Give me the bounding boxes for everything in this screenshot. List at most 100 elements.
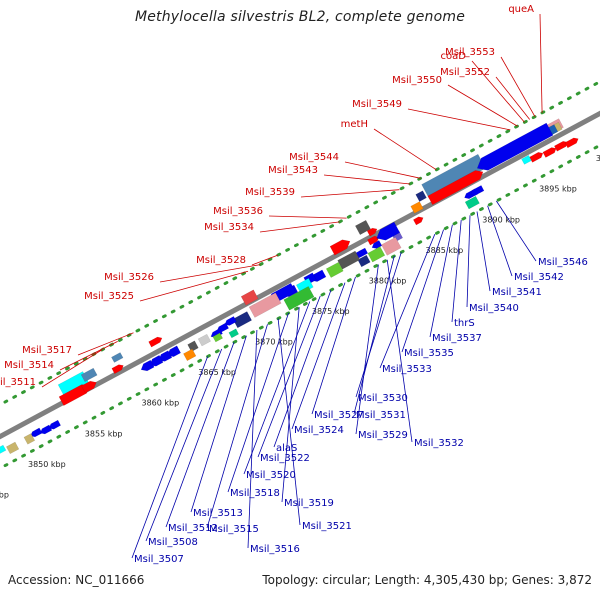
gene-feature-55 <box>111 364 124 375</box>
gene-feature-64 <box>5 441 20 455</box>
gene-label-msil_3508: Msil_3508 <box>148 537 198 548</box>
gene-label-msil_3528: Msil_3528 <box>196 255 246 266</box>
dotted-tracks <box>0 79 600 471</box>
leader-line <box>59 341 118 371</box>
gene-feature-26 <box>381 236 402 256</box>
gene-label-coad: coaD <box>441 51 467 62</box>
gene-feature-52 <box>140 359 155 372</box>
gene-label-meth: metH <box>341 119 368 130</box>
gene-label-msil_3517: Msil_3517 <box>22 345 72 356</box>
gene-feature-40 <box>240 289 259 306</box>
leader-line <box>41 349 103 388</box>
gene-label-msil_3521: Msil_3521 <box>302 521 352 532</box>
gene-label-msil_3512: Msil_3512 <box>168 523 218 534</box>
gene-label-msil_3519: Msil_3519 <box>284 498 334 509</box>
dotted-track-upper <box>0 79 600 407</box>
gene-feature-59 <box>81 380 97 394</box>
gene-label-msil_3513: Msil_3513 <box>193 508 243 519</box>
leader-line <box>407 108 511 131</box>
leader-line <box>281 307 300 503</box>
gene-label-msil_3541: Msil_3541 <box>492 287 542 298</box>
gene-feature-31 <box>325 261 344 278</box>
gene-feature-4 <box>529 152 544 163</box>
leader-line <box>139 270 249 302</box>
gene-label-msil_3546: Msil_3546 <box>538 257 588 268</box>
gene-label-msil_3515: Msil_3515 <box>209 524 259 535</box>
gene-label-msil_3516: Msil_3516 <box>250 544 300 555</box>
gene-feature-29 <box>357 254 371 268</box>
gene-feature-10 <box>427 170 484 206</box>
gene-label-quea: queA <box>508 4 534 15</box>
gene-label-msil_3533: Msil_3533 <box>382 364 432 375</box>
leader-line <box>471 60 525 123</box>
tick-label: 3850 kbp <box>28 460 66 469</box>
gene-feature-50 <box>158 350 173 362</box>
gene-label-msil_3532: Msil_3532 <box>414 438 464 449</box>
leader-line <box>159 264 261 283</box>
gene-label-msil_3529: Msil_3529 <box>358 430 408 441</box>
gene-feature-48 <box>183 348 197 362</box>
gene-label-msil_3536: Msil_3536 <box>213 206 263 217</box>
tick-label: 3860 kbp <box>142 399 180 408</box>
gene-feature-60 <box>48 419 62 430</box>
gene-feature-20 <box>366 227 378 237</box>
gene-feature-46 <box>197 333 212 347</box>
gene-feature-44 <box>228 328 240 339</box>
tick-label: 3875 kbp <box>312 307 350 316</box>
leader-line <box>300 189 400 198</box>
leader-line <box>227 312 289 493</box>
gene-label-msil_3553: Msil_3553 <box>445 47 495 58</box>
gene-label-msil_3507: Msil_3507 <box>134 554 184 565</box>
gene-feature-5 <box>542 147 557 158</box>
tick-label: 3845 kbp <box>0 491 9 500</box>
gene-label-msil_3534: Msil_3534 <box>204 222 254 233</box>
gene-label-msil_3535: Msil_3535 <box>404 348 454 359</box>
leader-line <box>131 356 208 559</box>
leader-line <box>401 229 444 353</box>
map-title: Methylocella silvestris BL2, complete ge… <box>134 9 466 25</box>
leader-line <box>373 128 437 171</box>
gene-label-msil_3544: Msil_3544 <box>289 152 339 163</box>
gene-feature-47 <box>187 340 199 353</box>
gene-features <box>0 118 579 455</box>
gene-feature-58 <box>80 367 98 383</box>
gene-label-msil_3549: Msil_3549 <box>352 99 402 110</box>
leader-line <box>466 215 471 308</box>
leader-line <box>277 318 301 526</box>
leader-line <box>257 295 321 458</box>
leader-line <box>165 342 235 528</box>
leader-line <box>447 84 518 127</box>
gene-label-msil_3522: Msil_3522 <box>260 453 310 464</box>
leader-line <box>247 329 258 549</box>
leader-line <box>259 221 340 233</box>
backbone <box>0 110 600 440</box>
gene-feature-39 <box>232 311 253 329</box>
gene-feature-30 <box>337 250 361 270</box>
leader-line <box>268 215 347 219</box>
gene-label-thrs: thrS <box>454 318 475 329</box>
leader-line <box>77 332 134 356</box>
tick-label: 3885 kbp <box>426 246 464 255</box>
leader-line <box>353 255 395 415</box>
gene-label-msil_3540: Msil_3540 <box>469 303 519 314</box>
leader-line <box>487 205 513 277</box>
tick-label: 3865 kbp <box>198 368 236 377</box>
gene-feature-54 <box>111 352 124 363</box>
gene-feature-62 <box>30 427 43 438</box>
topology-text: Topology: circular; Length: 4,305,430 bp… <box>262 573 592 587</box>
gene-feature-45 <box>212 332 224 343</box>
gene-label-msil_3526: Msil_3526 <box>104 272 154 283</box>
gene-feature-63 <box>23 433 36 445</box>
gene-feature-27 <box>376 221 401 241</box>
gene-label-msil_3511: Msil_3511 <box>0 377 36 388</box>
leader-line <box>496 200 537 262</box>
gene-feature-14 <box>470 185 485 196</box>
leader-line <box>386 259 413 443</box>
gene-label-msil_3520: Msil_3520 <box>246 470 296 481</box>
gene-feature-11 <box>415 190 427 202</box>
gene-feature-51 <box>149 354 164 367</box>
gene-feature-61 <box>39 424 53 435</box>
gene-feature-41 <box>224 316 237 326</box>
leader-line <box>500 56 536 117</box>
